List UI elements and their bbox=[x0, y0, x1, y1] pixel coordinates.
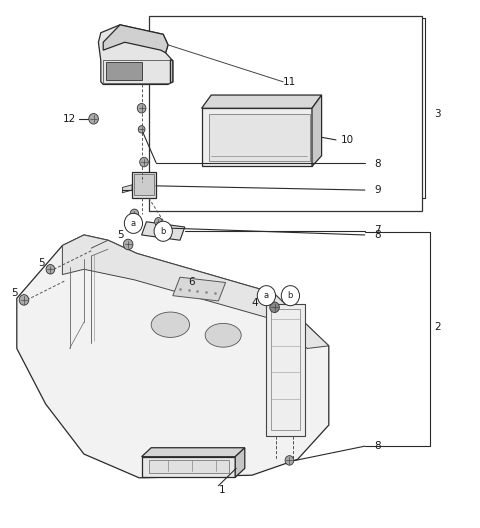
Circle shape bbox=[138, 126, 145, 133]
Text: 9: 9 bbox=[374, 185, 381, 195]
Text: a: a bbox=[264, 291, 269, 300]
Text: 8: 8 bbox=[374, 441, 381, 451]
Circle shape bbox=[89, 114, 98, 124]
Circle shape bbox=[270, 302, 279, 313]
Text: a: a bbox=[131, 219, 136, 228]
Circle shape bbox=[137, 103, 146, 113]
Circle shape bbox=[140, 157, 148, 167]
Circle shape bbox=[124, 213, 143, 233]
Polygon shape bbox=[173, 277, 226, 301]
Polygon shape bbox=[202, 108, 312, 166]
Circle shape bbox=[46, 265, 55, 274]
Text: 5: 5 bbox=[11, 288, 18, 298]
Ellipse shape bbox=[205, 323, 241, 347]
Text: 3: 3 bbox=[434, 109, 441, 118]
Polygon shape bbox=[142, 448, 245, 457]
Polygon shape bbox=[103, 25, 168, 53]
Text: 8: 8 bbox=[374, 159, 381, 168]
Polygon shape bbox=[312, 95, 322, 166]
Circle shape bbox=[130, 209, 139, 219]
Polygon shape bbox=[209, 114, 310, 161]
Polygon shape bbox=[142, 222, 185, 240]
Polygon shape bbox=[202, 95, 322, 108]
Text: 5: 5 bbox=[117, 230, 124, 240]
Text: 10: 10 bbox=[341, 135, 354, 145]
Text: 8: 8 bbox=[374, 230, 381, 240]
Polygon shape bbox=[170, 60, 173, 83]
Text: b: b bbox=[160, 227, 166, 236]
Polygon shape bbox=[134, 174, 154, 195]
Circle shape bbox=[285, 456, 294, 465]
Ellipse shape bbox=[151, 312, 190, 337]
Polygon shape bbox=[106, 62, 142, 80]
Polygon shape bbox=[122, 185, 132, 193]
Polygon shape bbox=[17, 235, 329, 478]
Text: 12: 12 bbox=[62, 114, 76, 124]
Text: 4: 4 bbox=[252, 298, 258, 308]
Circle shape bbox=[257, 286, 276, 306]
Text: 5: 5 bbox=[38, 258, 45, 268]
Circle shape bbox=[19, 295, 29, 305]
Circle shape bbox=[123, 239, 133, 250]
Polygon shape bbox=[235, 448, 245, 477]
Text: 6: 6 bbox=[189, 278, 195, 287]
Ellipse shape bbox=[158, 228, 168, 234]
Polygon shape bbox=[98, 25, 173, 84]
Text: 2: 2 bbox=[434, 323, 441, 332]
Circle shape bbox=[281, 286, 300, 306]
Circle shape bbox=[154, 221, 172, 241]
Text: 1: 1 bbox=[218, 485, 225, 495]
Polygon shape bbox=[62, 235, 329, 348]
Text: b: b bbox=[288, 291, 293, 300]
Circle shape bbox=[155, 218, 162, 226]
Text: 11: 11 bbox=[283, 77, 297, 87]
Text: 7: 7 bbox=[374, 225, 381, 234]
Polygon shape bbox=[266, 304, 305, 436]
FancyBboxPatch shape bbox=[149, 16, 422, 211]
Polygon shape bbox=[142, 457, 235, 477]
Polygon shape bbox=[149, 460, 229, 473]
Polygon shape bbox=[132, 172, 156, 198]
